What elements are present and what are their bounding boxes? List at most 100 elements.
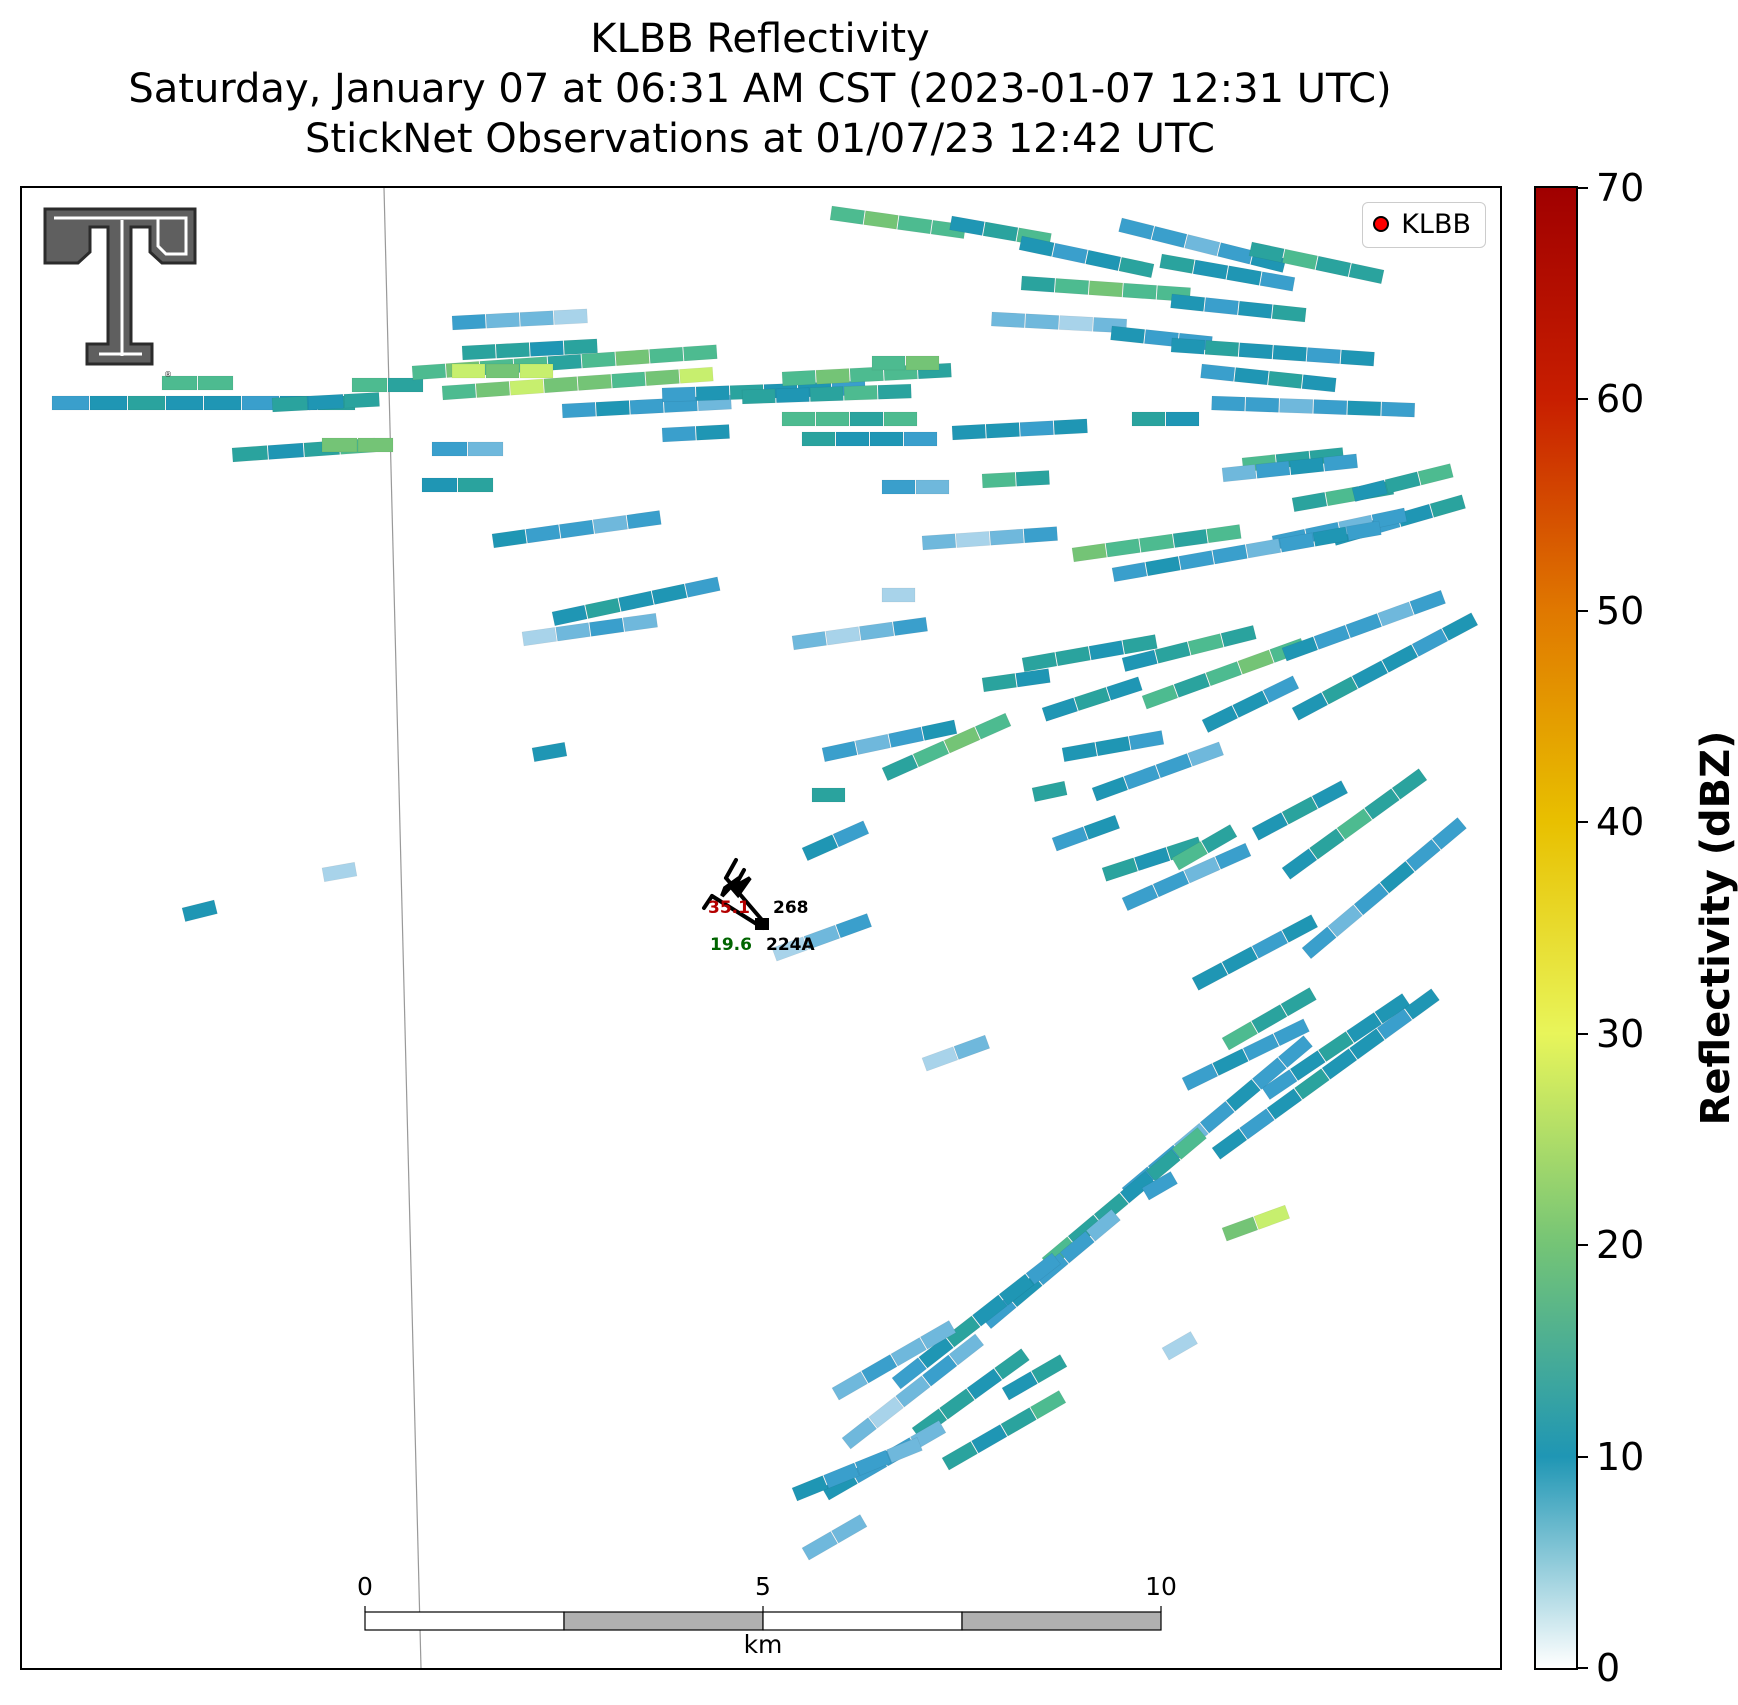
- echo-band: [441, 366, 714, 401]
- echo-cell: [869, 431, 904, 447]
- echo-cell: [949, 215, 985, 236]
- echo-cell: [321, 861, 358, 883]
- echo-cell: [1178, 550, 1215, 571]
- echo-cell: [918, 1336, 954, 1369]
- echo-cell: [1101, 857, 1139, 882]
- echo-cell: [1277, 1035, 1313, 1069]
- echo-cell: [1170, 337, 1206, 355]
- echo-band: [821, 719, 958, 763]
- echo-cell: [649, 346, 684, 364]
- echo-cell: [771, 936, 809, 962]
- echo-cell: [1001, 1371, 1038, 1401]
- echo-cell: [1055, 646, 1091, 667]
- echo-cell: [1183, 856, 1221, 884]
- echo-cell: [1281, 248, 1318, 270]
- echo-cell: [1347, 400, 1382, 417]
- echo-cell: [912, 740, 950, 768]
- echo-cell: [1251, 1057, 1287, 1090]
- echo-band: [1351, 463, 1454, 502]
- station-268-temperature: 35.1: [708, 898, 750, 918]
- echo-cell: [231, 445, 269, 463]
- echo-cell: [781, 369, 817, 387]
- radar-map[interactable]: 35.1 268 19.6 224A 0 5 10 km ® KLBB: [20, 186, 1502, 1670]
- echo-cell: [1245, 396, 1280, 413]
- echo-band: [451, 363, 554, 379]
- echo-cell: [307, 393, 344, 411]
- echo-cell: [1281, 636, 1319, 662]
- echo-band: [831, 1320, 957, 1401]
- echo-cell: [1336, 808, 1373, 840]
- echo-cell: [981, 673, 1017, 693]
- echo-band: [1171, 824, 1238, 871]
- echo-band: [871, 355, 940, 371]
- echo-cell: [863, 210, 899, 230]
- scale-bar: [364, 1606, 1162, 1631]
- echo-cell: [1151, 225, 1188, 249]
- echo-cell: [1212, 544, 1248, 565]
- echo-band: [829, 205, 967, 239]
- echo-cell: [1205, 661, 1243, 687]
- echo-cell: [941, 1441, 978, 1471]
- echo-cell: [1061, 741, 1098, 763]
- scale-label-10: 10: [1145, 1572, 1177, 1601]
- echo-cell: [1199, 1100, 1235, 1134]
- echo-band: [661, 424, 730, 443]
- echo-cell: [1429, 494, 1467, 518]
- echo-cell: [1291, 491, 1328, 513]
- echo-cell: [421, 477, 458, 493]
- echo-cell: [1262, 675, 1300, 704]
- echo-band: [771, 913, 873, 962]
- echo-cell: [955, 531, 991, 548]
- echo-band: [951, 418, 1088, 441]
- colorbar-label-10: 10: [1596, 1434, 1645, 1479]
- echo-cell: [1091, 776, 1129, 802]
- echo-cell: [1211, 1128, 1248, 1160]
- echo-band: [1221, 987, 1317, 1051]
- echo-band: [1261, 993, 1411, 1101]
- echo-cell: [321, 437, 358, 453]
- echo-cell: [1024, 313, 1060, 330]
- echo-cell: [1025, 1252, 1062, 1285]
- echo-cell: [775, 387, 810, 404]
- echo-cell: [854, 1449, 892, 1476]
- echo-cell: [1279, 398, 1314, 414]
- echo-cell: [1232, 690, 1269, 719]
- echo-cell: [1187, 633, 1224, 656]
- echo-cell: [1031, 780, 1068, 803]
- title-line-1: KLBB Reflectivity: [590, 16, 930, 62]
- echo-cell: [411, 363, 447, 381]
- echo-cell: [695, 385, 730, 402]
- echo-cell: [841, 1417, 878, 1450]
- echo-cell: [939, 1388, 975, 1420]
- scale-unit: km: [743, 1630, 783, 1659]
- echo-cell: [351, 377, 388, 393]
- echo-band: [451, 308, 588, 331]
- echo-cell: [1019, 420, 1054, 437]
- echo-cell: [998, 1273, 1035, 1306]
- echo-cell: [843, 384, 878, 401]
- echo-cell: [921, 1046, 959, 1072]
- echo-cell: [1381, 644, 1419, 673]
- echo-cell: [1206, 524, 1242, 544]
- echo-cell: [905, 355, 940, 371]
- echo-cell: [1346, 520, 1382, 541]
- echo-cell: [1226, 265, 1262, 286]
- echo-cell: [1217, 242, 1254, 265]
- colorbar: [1534, 186, 1578, 1670]
- echo-cell: [1251, 1004, 1288, 1034]
- echo-cell: [1170, 293, 1206, 312]
- echo-cell: [781, 411, 816, 427]
- echo-cell: [1313, 399, 1348, 416]
- colorbar-tick-30: [1578, 1032, 1588, 1035]
- echo-cell: [985, 422, 1020, 439]
- colorbar-tick-10: [1578, 1455, 1588, 1458]
- echo-cell: [1351, 479, 1388, 502]
- echo-cell: [1201, 824, 1238, 854]
- echo-band: [1281, 768, 1428, 880]
- echo-band: [741, 383, 912, 405]
- echo-cell: [197, 375, 234, 391]
- echo-cell: [1214, 842, 1252, 870]
- echo-band: [1291, 612, 1479, 721]
- echo-band: [491, 510, 662, 549]
- echo-band: [1121, 624, 1257, 672]
